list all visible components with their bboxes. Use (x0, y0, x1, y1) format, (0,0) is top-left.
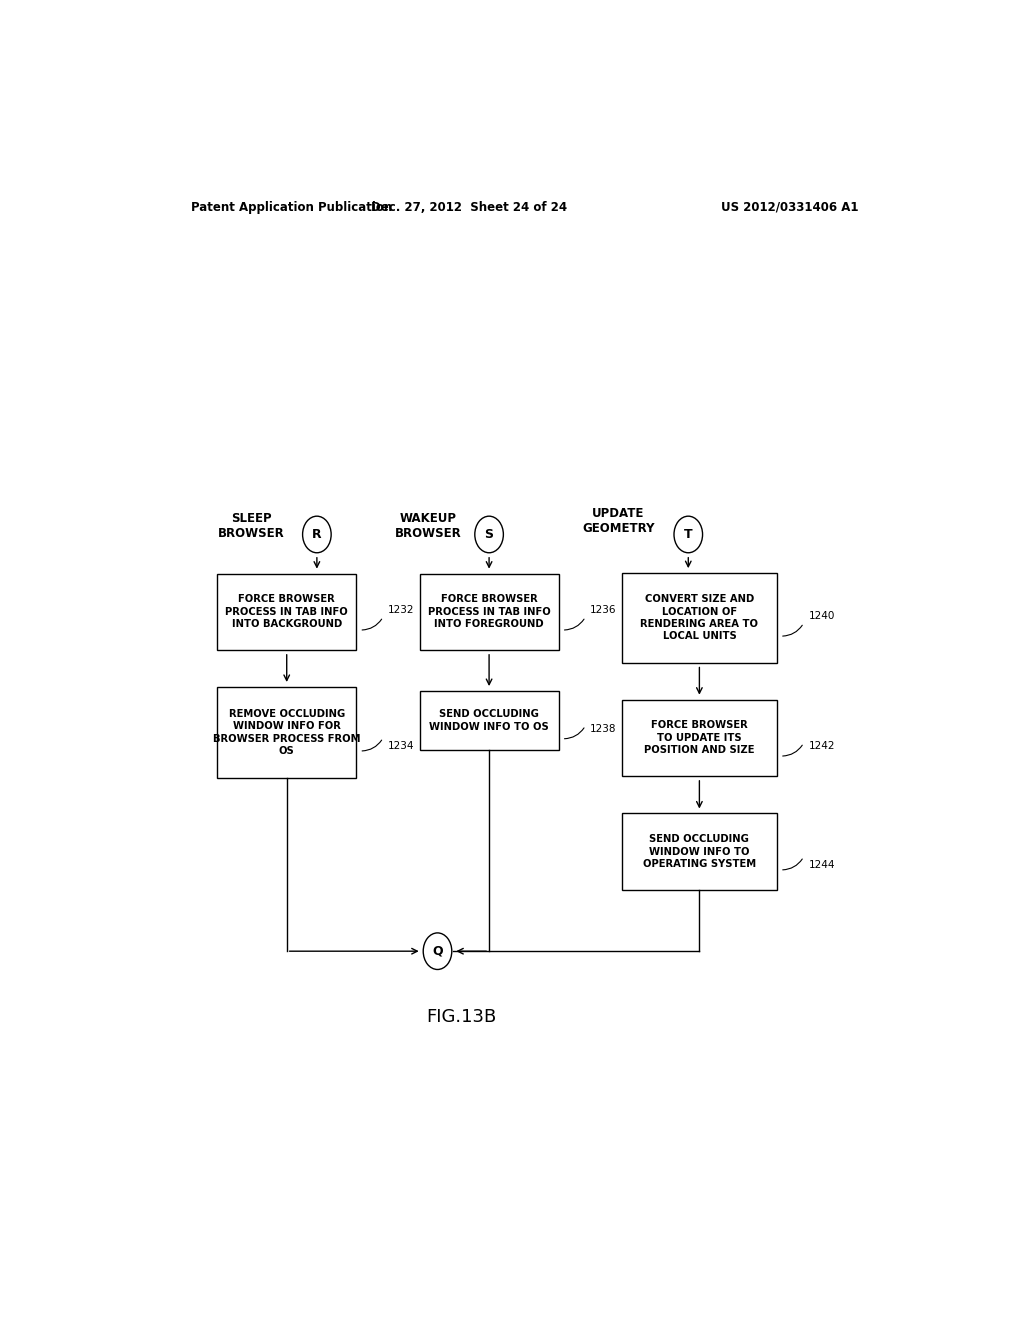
Text: UPDATE
GEOMETRY: UPDATE GEOMETRY (583, 507, 654, 535)
Bar (622, 700, 777, 776)
Text: R: R (312, 528, 322, 541)
Text: SEND OCCLUDING
WINDOW INFO TO OS: SEND OCCLUDING WINDOW INFO TO OS (429, 709, 549, 731)
Circle shape (303, 516, 331, 553)
Circle shape (674, 516, 702, 553)
Bar (420, 574, 558, 649)
Text: 1240: 1240 (809, 611, 835, 620)
Text: WAKEUP
BROWSER: WAKEUP BROWSER (394, 512, 462, 540)
Text: SLEEP
BROWSER: SLEEP BROWSER (218, 512, 285, 540)
Circle shape (475, 516, 504, 553)
Text: T: T (684, 528, 692, 541)
Text: 1232: 1232 (388, 605, 415, 615)
Text: 1234: 1234 (388, 741, 415, 751)
Text: Dec. 27, 2012  Sheet 24 of 24: Dec. 27, 2012 Sheet 24 of 24 (371, 201, 567, 214)
Bar (420, 690, 558, 750)
Text: 1242: 1242 (809, 741, 835, 751)
Text: US 2012/0331406 A1: US 2012/0331406 A1 (721, 201, 858, 214)
Bar (217, 686, 356, 779)
Circle shape (423, 933, 452, 969)
Text: S: S (484, 528, 494, 541)
Text: CONVERT SIZE AND
LOCATION OF
RENDERING AREA TO
LOCAL UNITS: CONVERT SIZE AND LOCATION OF RENDERING A… (640, 594, 759, 642)
Text: 1244: 1244 (809, 859, 835, 870)
Text: FORCE BROWSER
PROCESS IN TAB INFO
INTO FOREGROUND: FORCE BROWSER PROCESS IN TAB INFO INTO F… (428, 594, 551, 630)
Text: REMOVE OCCLUDING
WINDOW INFO FOR
BROWSER PROCESS FROM
OS: REMOVE OCCLUDING WINDOW INFO FOR BROWSER… (213, 709, 360, 756)
Text: Q: Q (432, 945, 442, 958)
Text: SEND OCCLUDING
WINDOW INFO TO
OPERATING SYSTEM: SEND OCCLUDING WINDOW INFO TO OPERATING … (643, 834, 756, 869)
Text: FORCE BROWSER
TO UPDATE ITS
POSITION AND SIZE: FORCE BROWSER TO UPDATE ITS POSITION AND… (644, 721, 755, 755)
Text: FORCE BROWSER
PROCESS IN TAB INFO
INTO BACKGROUND: FORCE BROWSER PROCESS IN TAB INFO INTO B… (225, 594, 348, 630)
Bar (622, 573, 777, 663)
Text: 1238: 1238 (590, 723, 616, 734)
Bar (217, 574, 356, 649)
Text: FIG.13B: FIG.13B (426, 1008, 497, 1026)
Text: Patent Application Publication: Patent Application Publication (191, 201, 393, 214)
Bar (622, 813, 777, 890)
Text: 1236: 1236 (590, 605, 616, 615)
